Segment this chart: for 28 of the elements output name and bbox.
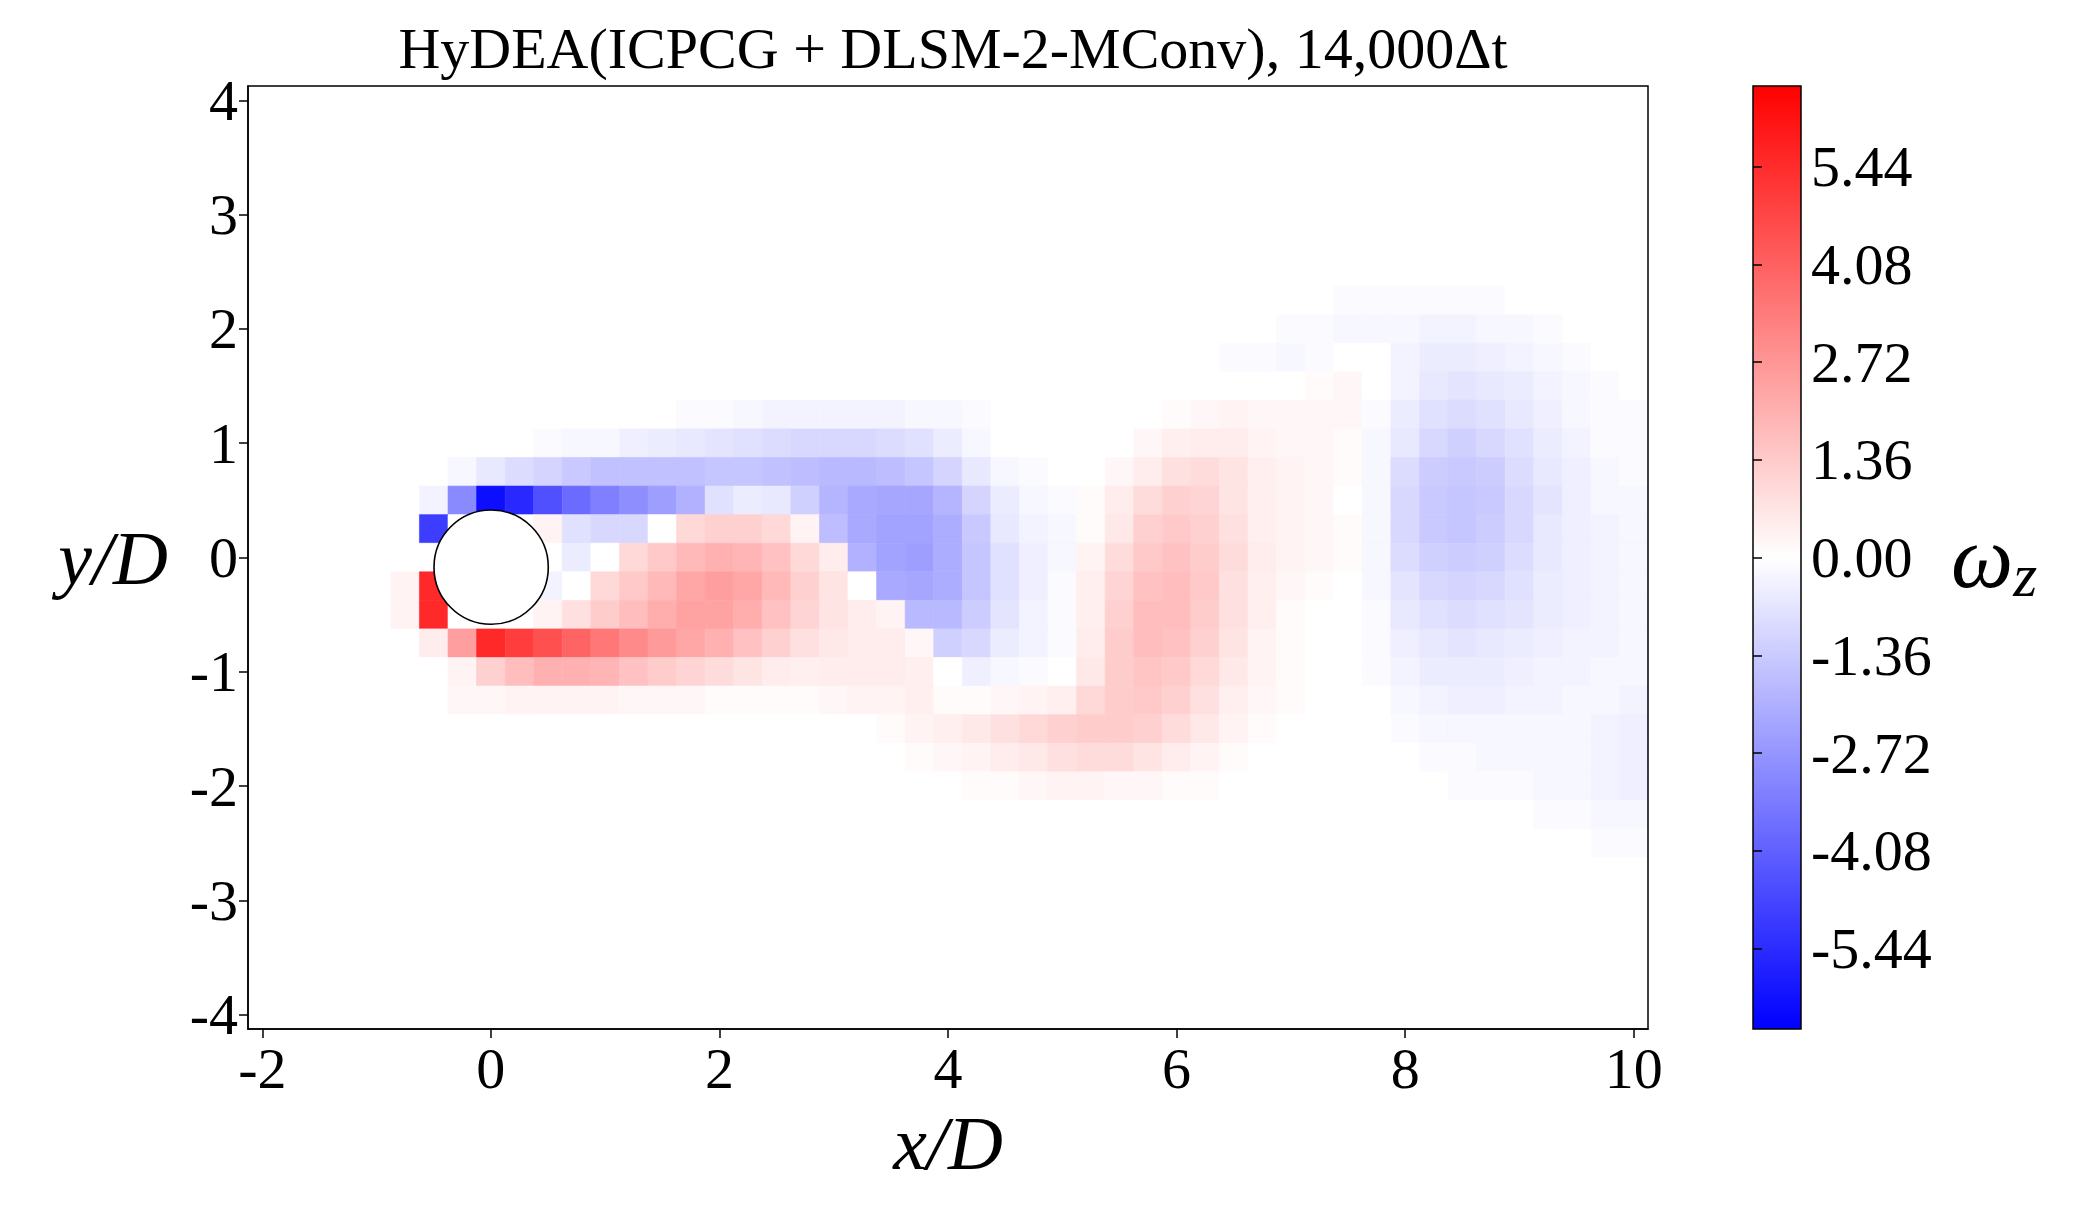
y-axis-title: y/D (51, 515, 168, 600)
color-bar-label: -5.44 (1811, 916, 1932, 981)
x-tick-label: 8 (1390, 1035, 1420, 1101)
x-tick-label: 4 (933, 1035, 963, 1101)
x-axis-title: x/D (892, 1100, 1003, 1185)
x-tick-label: 0 (476, 1035, 506, 1101)
color-bar-label: 2.72 (1811, 329, 1913, 395)
color-bar-label: 1.36 (1811, 427, 1913, 493)
color-bar-label: -4.08 (1811, 818, 1932, 884)
color-bar-label: -2.72 (1811, 720, 1932, 786)
y-tick-label: 2 (209, 296, 238, 362)
x-tick-label: 2 (704, 1035, 734, 1101)
chart-title: HyDEA(ICPCG + DLSM-2-MConv), 14,000Δt (398, 16, 1508, 82)
y-tick-label: 0 (209, 525, 238, 590)
y-tick-label: 4 (209, 67, 238, 133)
color-bar-title: ωz (1951, 509, 2038, 609)
color-bar-label: 4.08 (1811, 231, 1913, 297)
y-tick-label: -3 (189, 867, 238, 933)
y-tick-label: -2 (189, 753, 238, 819)
y-tick-label: 1 (209, 410, 238, 476)
x-tick-label: 6 (1162, 1035, 1192, 1101)
y-tick-label: -4 (189, 982, 238, 1048)
color-bar-label: 0.00 (1811, 525, 1913, 590)
y-tick-label: 3 (209, 182, 238, 248)
color-bar-label: 5.44 (1811, 134, 1913, 199)
y-tick-label: -1 (189, 639, 238, 705)
x-tick-label: 10 (1604, 1035, 1663, 1101)
color-bar-label: -1.36 (1811, 622, 1932, 688)
